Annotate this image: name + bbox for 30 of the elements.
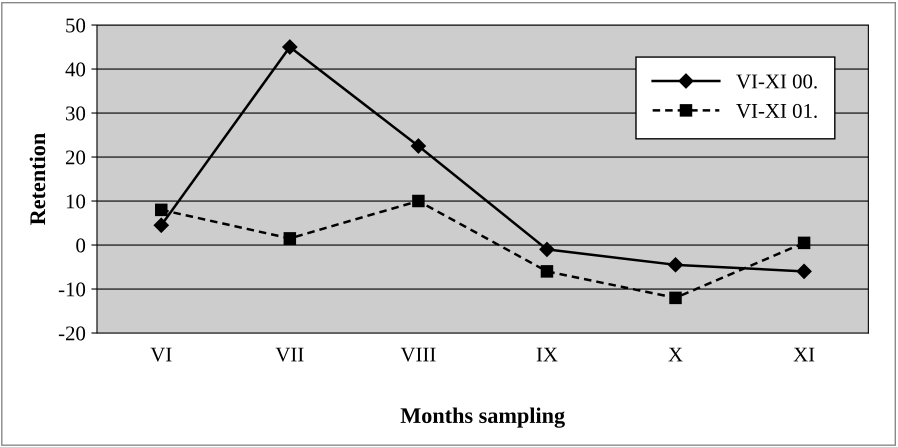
point <box>412 194 425 208</box>
y-tick-label: 10 <box>66 194 86 208</box>
point <box>798 236 810 250</box>
point <box>539 242 555 257</box>
y-tick-label: 30 <box>66 106 86 120</box>
point <box>796 264 812 279</box>
x-tick-label: VIII <box>400 348 436 362</box>
y-axis-title: Retention <box>30 133 46 225</box>
x-axis-title: Months sampling <box>400 407 565 428</box>
y-tick-label: 20 <box>66 150 86 164</box>
legend-label: VI-XI 00. <box>736 74 817 89</box>
x-tick-label: VII <box>276 348 304 362</box>
point <box>155 204 168 216</box>
point <box>669 292 682 304</box>
x-tick-label: VI <box>150 348 172 362</box>
x-tick-label: XI <box>794 348 814 362</box>
y-tick-label: 50 <box>66 18 86 32</box>
x-tick-label: X <box>668 348 683 362</box>
y-tick-label: 40 <box>65 62 86 76</box>
y-tick-label: -20 <box>58 326 86 340</box>
legend-label: VI-XI 01. <box>736 104 817 118</box>
point <box>540 265 554 278</box>
point <box>410 138 426 154</box>
point <box>154 218 169 233</box>
point <box>668 257 684 272</box>
point <box>284 232 296 245</box>
point <box>282 39 298 55</box>
y-tick-label: 0 <box>76 238 86 252</box>
x-tick-label: IX <box>536 348 558 362</box>
y-tick-label: -10 <box>58 282 86 296</box>
